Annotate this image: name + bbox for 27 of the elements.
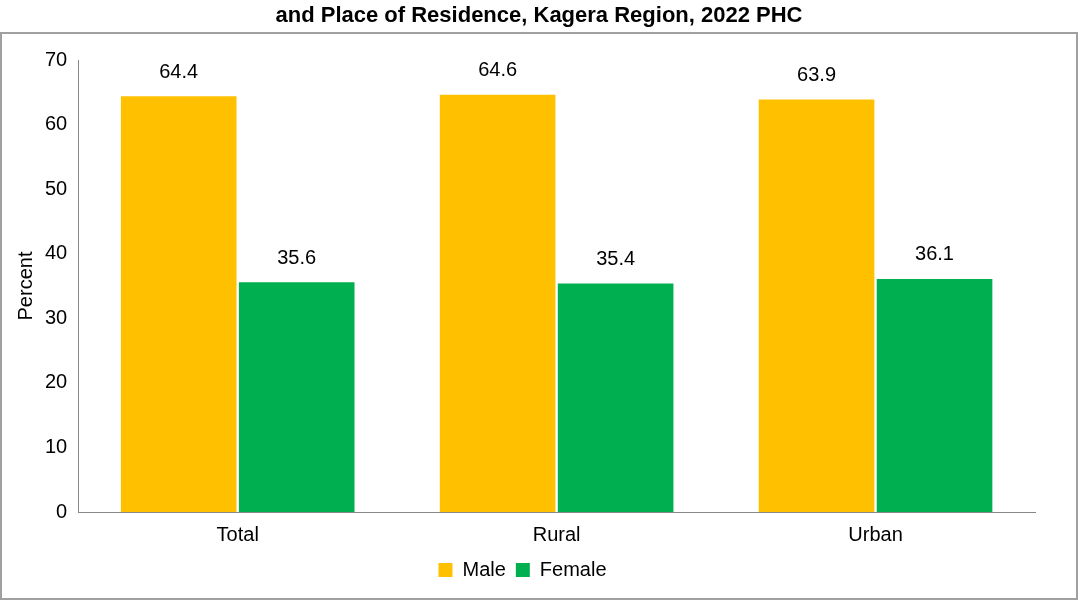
data-label: 64.6: [478, 58, 518, 81]
x-tick-label: Rural: [532, 522, 581, 545]
data-label: 35.4: [596, 246, 636, 269]
chart-title: and Place of Residence, Kagera Region, 2022 PHC: [274, 2, 804, 28]
data-label: 36.1: [915, 242, 955, 265]
bar: [758, 99, 875, 512]
x-tick-label: Total: [216, 522, 259, 545]
y-axis-title: Percent: [13, 251, 36, 321]
bar: [876, 278, 993, 512]
bar: [439, 94, 556, 512]
y-tick-label: 10: [45, 434, 68, 457]
data-label: 35.6: [277, 245, 317, 268]
y-tick-label: 60: [45, 112, 68, 135]
legend-label: Female: [539, 557, 607, 580]
y-tick-label: 0: [56, 499, 68, 522]
x-tick-label: Urban: [848, 522, 903, 545]
legend-label: Male: [462, 557, 506, 580]
y-tick-label: 30: [45, 305, 68, 328]
bar: [120, 96, 237, 512]
data-label: 63.9: [797, 62, 837, 85]
data-label: 64.4: [159, 59, 199, 82]
y-tick-label: 20: [45, 370, 68, 393]
bar: [238, 282, 355, 512]
y-tick-label: 40: [45, 241, 68, 264]
y-tick-label: 50: [45, 176, 68, 199]
bar: [557, 283, 674, 512]
y-tick-label: 70: [45, 47, 68, 70]
